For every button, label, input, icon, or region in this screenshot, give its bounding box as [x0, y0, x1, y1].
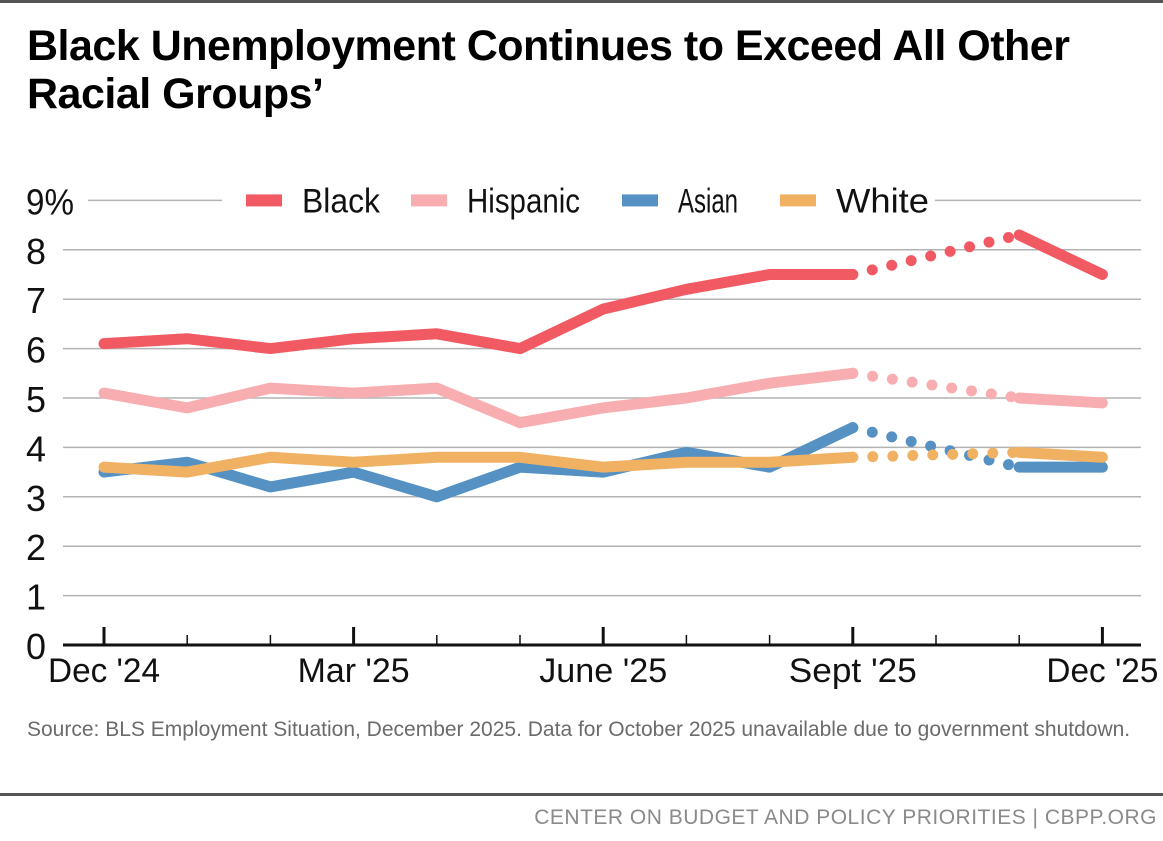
- y-tick-label: 0: [26, 626, 46, 667]
- series-gap-dotted-white: [847, 446, 1025, 463]
- y-tick-label: 8: [26, 231, 46, 272]
- legend-label-black: Black: [302, 182, 381, 220]
- legend-label-white: White: [836, 182, 929, 220]
- legend-swatch-black: [246, 194, 282, 207]
- x-tick-label: Dec '25: [1046, 652, 1158, 690]
- series-line-white: [1013, 446, 1108, 463]
- legend-swatch-white: [780, 194, 816, 207]
- bottom-rule: [0, 793, 1163, 796]
- y-tick-label: 2: [26, 527, 46, 568]
- legend: Black Hispanic Asian White: [246, 182, 929, 220]
- series-gap-dotted-black: [847, 229, 1025, 280]
- x-tick-label: Dec '24: [48, 652, 160, 690]
- line-chart: 0 1 2 3 4 5 6 7 8 9% Black Hispanic Asian White Dec …: [26, 181, 1158, 690]
- series-lines: [98, 229, 1108, 503]
- legend-label-asian: Asian: [678, 182, 738, 220]
- source-note: Source: BLS Employment Situation, Decemb…: [27, 718, 1131, 741]
- x-tick-label: June '25: [539, 652, 667, 690]
- chart-title: Black Unemployment Continues to Exceed A…: [27, 22, 1070, 118]
- y-tick-label: 6: [26, 330, 46, 371]
- legend-swatch-asian: [622, 194, 658, 207]
- legend-label-hispanic: Hispanic: [467, 182, 580, 220]
- series-gap-dotted-asian: [847, 422, 1025, 473]
- x-tick-label: Sept '25: [789, 652, 917, 690]
- series-gap-dotted-hispanic: [847, 367, 1025, 404]
- series-line-black: [1013, 229, 1108, 280]
- y-tick-label: 5: [26, 379, 46, 420]
- series-line-hispanic: [1013, 392, 1108, 409]
- y-tick-label: 4: [26, 428, 46, 469]
- footer-credit: CENTER ON BUDGET AND POLICY PRIORITIES |…: [534, 806, 1157, 829]
- legend-swatch-hispanic: [411, 194, 447, 207]
- y-tick-label: 9%: [26, 181, 74, 222]
- y-axis-tick-labels: 0 1 2 3 4 5 6 7 8 9%: [26, 181, 74, 667]
- top-rule: [0, 0, 1163, 3]
- x-axis: Dec '24 Mar '25 June '25 Sept '25 Dec '25: [48, 627, 1158, 690]
- series-line-white: [98, 451, 859, 478]
- x-tick-label: Mar '25: [298, 652, 410, 690]
- y-tick-label: 1: [26, 577, 46, 618]
- y-tick-label: 3: [26, 478, 46, 519]
- series-line-hispanic: [98, 367, 859, 429]
- y-tick-label: 7: [26, 280, 46, 321]
- series-line-black: [98, 269, 859, 355]
